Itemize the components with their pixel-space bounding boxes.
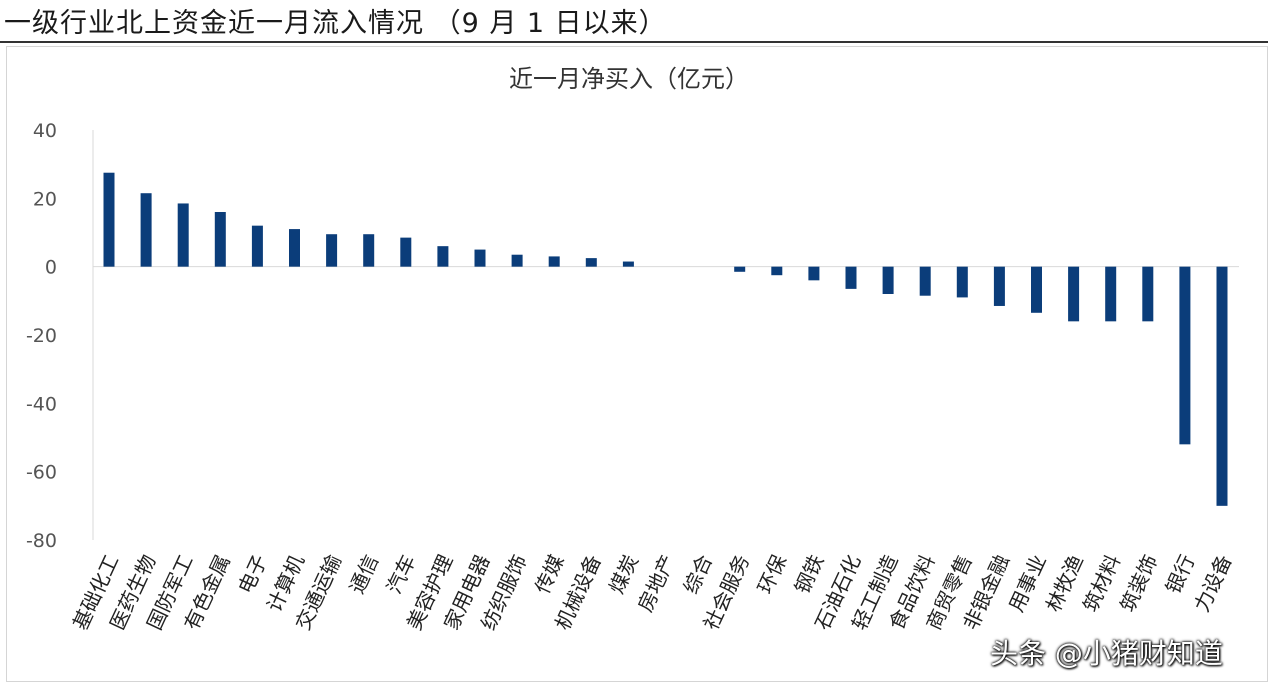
- x-tick-label: 电子: [233, 551, 272, 597]
- y-tick-label: 20: [33, 188, 57, 210]
- bar: [734, 266, 746, 272]
- bar: [1068, 266, 1080, 322]
- bar: [474, 249, 486, 267]
- bar: [882, 266, 894, 294]
- bar: [585, 258, 597, 267]
- x-tick-label: 汽车: [382, 551, 421, 597]
- x-tick-labels: 基础化工医药生物国防军工有色金属电子计算机交通运输通信汽车美容护理家用电器纺织服…: [68, 551, 1237, 634]
- bar: [771, 266, 783, 276]
- x-tick-label: 环保: [753, 551, 792, 597]
- bar: [956, 266, 968, 298]
- bar: [177, 203, 189, 267]
- x-tick-label: 钢铁: [790, 551, 829, 597]
- watermark-text: 头条 @小猪财知道: [990, 637, 1223, 670]
- bar: [548, 256, 560, 267]
- bar: [437, 246, 449, 267]
- bar: [1142, 266, 1154, 322]
- bar: [808, 266, 820, 281]
- y-tick-label: 40: [33, 120, 57, 142]
- bar: [214, 212, 226, 267]
- bar: [326, 234, 338, 267]
- bar: [289, 229, 300, 267]
- bar: [1105, 266, 1117, 322]
- bar: [919, 266, 931, 296]
- bars: [103, 172, 1228, 506]
- y-tick-label: -80: [26, 530, 57, 552]
- bar: [363, 234, 375, 267]
- bar: [103, 172, 115, 267]
- x-tick-label: 银行: [1161, 551, 1200, 597]
- bar: [622, 261, 634, 267]
- y-tick-label: -20: [26, 325, 57, 347]
- y-tick-label: -40: [26, 393, 57, 415]
- bar: [400, 237, 412, 267]
- y-tick-label: 0: [45, 257, 57, 279]
- bar: [1216, 266, 1228, 506]
- bar: [1031, 266, 1042, 313]
- bar: [251, 225, 263, 267]
- bar: [845, 266, 857, 289]
- header-divider: [0, 41, 1268, 43]
- bar: [511, 254, 523, 267]
- bar: [1179, 266, 1191, 445]
- bar: [140, 193, 152, 267]
- chart-title: 近一月净买入（亿元）: [509, 65, 749, 93]
- bar-chart: 近一月净买入（亿元） -80 -60 -40 -20 0 20 40 基础化工医药生物国防军…: [26, 65, 1239, 634]
- chart-panel: 近一月净买入（亿元） -80 -60 -40 -20 0 20 40 基础化工 医药生物 国防军…: [6, 46, 1268, 682]
- x-tick-label: 传媒: [530, 551, 569, 597]
- header: 一级行业北上资金近一月流入情况 （9 月 1 日以来）: [0, 0, 1280, 43]
- x-tick-label: 煤炭: [604, 551, 643, 597]
- x-tick-label: 综合: [678, 551, 717, 597]
- axes: -80 -60 -40 -20 0 20 40: [26, 120, 1239, 552]
- bar: [993, 266, 1005, 306]
- y-tick-label: -60: [26, 462, 57, 484]
- x-tick-label: 通信: [345, 551, 384, 597]
- page-title: 一级行业北上资金近一月流入情况 （9 月 1 日以来）: [4, 8, 667, 39]
